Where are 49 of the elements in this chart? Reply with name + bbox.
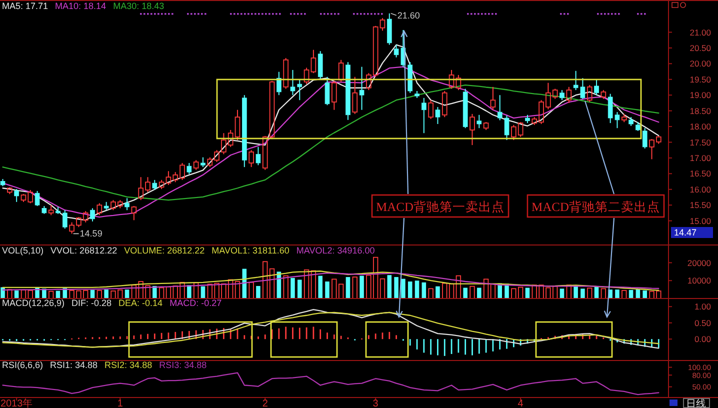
y-tick-label: 20.50 <box>690 43 712 54</box>
text: MAVOL2: 34916.00 <box>296 246 375 256</box>
annotation: MACD背驰第二卖出点 <box>531 200 660 214</box>
chart-title: VOL(5,10) <box>2 246 44 256</box>
annotation: 14.59 <box>80 228 102 239</box>
series-label: MAVOL1: 31811.60 <box>212 246 290 256</box>
x-tick-label: 4 <box>518 398 524 408</box>
annotation: RSI1: 34.88 <box>50 360 98 370</box>
note: 21.60 <box>390 10 420 20</box>
y-tick-label: 17.50 <box>690 137 712 148</box>
y-tick-label: 20.00 <box>690 58 712 69</box>
x-tick-label: 2 <box>262 398 268 408</box>
y-tick-label: 18.00 <box>690 122 712 132</box>
chart-title: MACD(12,26,9) <box>2 298 65 308</box>
text: MA30: 18.43 <box>113 1 164 11</box>
y-tick-label: 21.00 <box>690 27 712 38</box>
x-tick-label: 2013年 <box>0 398 33 408</box>
y-tick-label: 1.00 <box>694 302 712 312</box>
y-tick-label: 17.00 <box>690 153 712 164</box>
text: MA10: 18.14 <box>55 1 106 11</box>
y-tick-label: 10000 <box>687 276 712 286</box>
y-tick-label: 0.50 <box>694 318 712 328</box>
chart-title: RSI(6,6,6) <box>2 360 44 370</box>
annotation: 21.60 <box>397 10 420 20</box>
callout: MACD背驰第一卖出点 <box>371 194 510 218</box>
annotation: VVOL: 26812.22 <box>50 246 118 256</box>
text: DIF: -0.28 <box>72 298 112 308</box>
series-label: RSI3: 34.88 <box>159 360 207 370</box>
y-tick-label: 15.00 <box>690 216 712 226</box>
y-tick-label: 19.00 <box>690 90 712 100</box>
annotation: MACD背驰第一卖出点 <box>376 200 505 214</box>
callout: MACD背驰第二卖出点 <box>526 194 665 218</box>
y-tick-label: 20000 <box>687 258 712 268</box>
text: DEA: -0.14 <box>118 298 163 308</box>
y-tick-label: 16.00 <box>690 184 712 194</box>
x-tick-label: 1 <box>117 398 124 408</box>
x-tick-label: 3 <box>372 398 379 408</box>
y-tick-label: 15.50 <box>690 200 712 210</box>
y-tick-label: 18.50 <box>690 106 712 116</box>
annotation: RSI2: 34.88 <box>104 360 152 370</box>
text: MA5: 17.71 <box>2 1 48 11</box>
annotation: VOLUME: 26812.22 <box>124 246 205 256</box>
annotation: MACD: -0.27 <box>170 298 222 308</box>
readout: 14.47 <box>671 227 713 238</box>
y-tick-label: 19.50 <box>690 74 712 84</box>
y-tick-label: 16.50 <box>690 168 712 179</box>
note: 14.59 <box>72 228 102 239</box>
y-tick-label: 0.00 <box>694 334 712 344</box>
corner: 日线 <box>683 398 710 408</box>
